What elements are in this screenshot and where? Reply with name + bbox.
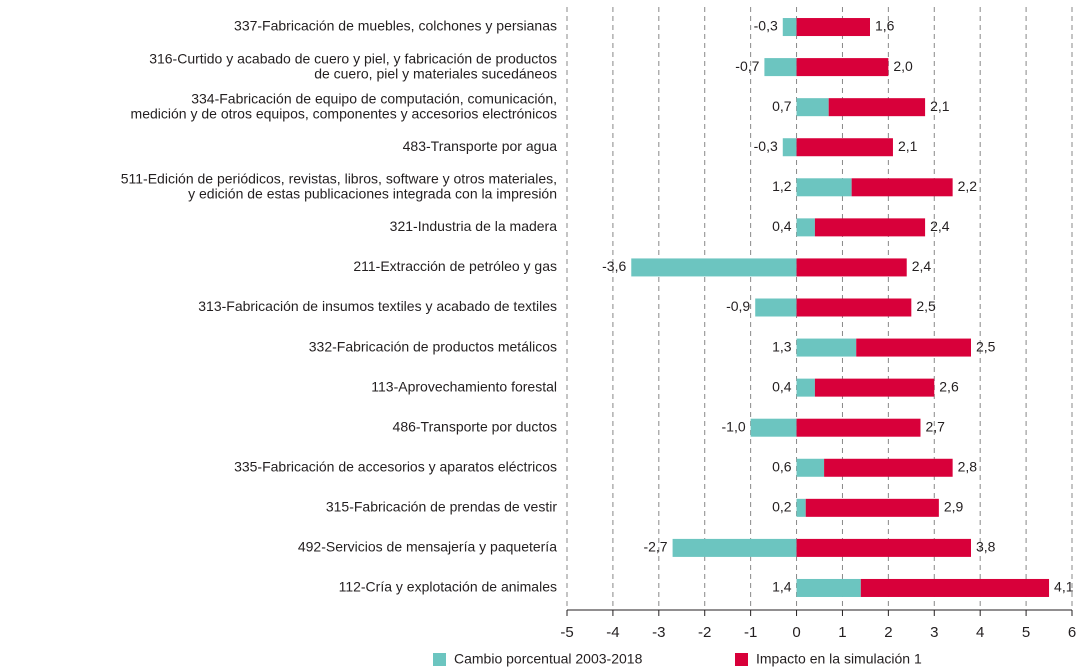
data-label: 2,8: [958, 458, 978, 474]
x-tick-label: 6: [1068, 624, 1076, 641]
x-tick-label: 1: [838, 624, 846, 641]
category-label: y edición de estas publicaciones integra…: [188, 186, 557, 202]
bar: [828, 98, 926, 117]
legend-label: Impacto en la simulación 1: [756, 651, 922, 667]
x-tick-label: 5: [1022, 624, 1030, 641]
x-tick-label: -2: [698, 624, 711, 641]
bar: [764, 58, 797, 77]
category-label: 316-Curtido y acabado de cuero y piel, y…: [149, 50, 557, 66]
category-label: medición y de otros equipos, componentes…: [131, 105, 557, 121]
data-label: 2,5: [916, 298, 936, 314]
data-label: 2,6: [939, 378, 959, 394]
bar: [796, 418, 921, 437]
bar: [814, 378, 935, 397]
legend-swatch: [433, 653, 446, 666]
data-label: 2,7: [926, 418, 946, 434]
x-tick-label: 0: [792, 624, 800, 641]
x-tick-label: 4: [976, 624, 984, 641]
bar: [631, 258, 797, 277]
data-label: 4,1: [1054, 579, 1074, 595]
x-tick-label: -1: [744, 624, 757, 641]
category-label: 492-Servicios de mensajería y paquetería: [298, 539, 557, 555]
bar: [814, 218, 926, 237]
legend-label: Cambio porcentual 2003-2018: [454, 651, 643, 667]
data-label: 0,2: [772, 499, 792, 515]
category-label: 315-Fabricación de prendas de vestir: [326, 499, 557, 515]
bar: [856, 338, 971, 357]
data-label: 0,4: [772, 218, 792, 234]
x-tick-label: 3: [930, 624, 938, 641]
data-label: 1,3: [772, 338, 792, 354]
data-label: 2,0: [893, 58, 913, 74]
category-label: 337-Fabricación de muebles, colchones y …: [234, 18, 557, 34]
bar: [782, 138, 797, 157]
data-label: 2,2: [958, 178, 978, 194]
bar: [796, 218, 815, 237]
bar: [750, 418, 797, 437]
bar: [672, 538, 797, 557]
data-label: 3,8: [976, 539, 996, 555]
category-label: 332-Fabricación de productos metálicos: [309, 338, 557, 354]
legend-swatch: [735, 653, 748, 666]
bar: [796, 98, 829, 117]
category-label: 113-Aprovechamiento forestal: [371, 378, 557, 394]
category-label: 511-Edición de periódicos, revistas, lib…: [121, 171, 557, 187]
bar: [796, 338, 857, 357]
bar: [824, 458, 953, 477]
bar: [796, 498, 806, 517]
data-label: -2,7: [643, 539, 667, 555]
bar: [796, 458, 825, 477]
category-label: 483-Transporte por agua: [403, 138, 558, 154]
bar: [796, 298, 912, 317]
data-label: -3,6: [602, 258, 626, 274]
bar: [796, 578, 861, 597]
bar: [782, 18, 797, 37]
data-label: 2,4: [930, 218, 950, 234]
data-label: -1,0: [722, 418, 746, 434]
category-label: 486-Transporte por ductos: [393, 418, 557, 434]
x-tick-label: -4: [606, 624, 619, 641]
x-tick-label: 2: [884, 624, 892, 641]
data-label: 0,4: [772, 378, 792, 394]
category-label: 112-Cría y explotación de animales: [339, 579, 557, 595]
data-label: -0,7: [735, 58, 759, 74]
bar: [796, 18, 870, 37]
bar: [796, 178, 852, 197]
category-label: 321-Industria de la madera: [390, 218, 558, 234]
data-label: 2,9: [944, 499, 964, 515]
bar: [796, 58, 889, 77]
category-label: 313-Fabricación de insumos textiles y ac…: [198, 298, 557, 314]
bar: [796, 258, 907, 277]
data-label: 1,2: [772, 178, 792, 194]
category-label: 211-Extracción de petróleo y gas: [353, 258, 557, 274]
x-tick-label: -5: [560, 624, 573, 641]
data-label: -0,3: [754, 18, 778, 34]
bar: [796, 538, 971, 557]
data-label: 0,7: [772, 98, 792, 114]
x-tick-label: -3: [652, 624, 665, 641]
data-label: 1,6: [875, 18, 895, 34]
data-label: 2,1: [898, 138, 918, 154]
data-label: -0,9: [726, 298, 750, 314]
bar: [796, 378, 815, 397]
data-label: -0,3: [754, 138, 778, 154]
data-label: 1,4: [772, 579, 792, 595]
data-label: 0,6: [772, 458, 792, 474]
bar: [860, 578, 1050, 597]
category-label: de cuero, piel y materiales sucedáneos: [314, 65, 557, 81]
bar: [805, 498, 939, 517]
bar: [755, 298, 797, 317]
category-label: 334-Fabricación de equipo de computación…: [191, 90, 557, 106]
data-label: 2,5: [976, 338, 996, 354]
bar: [851, 178, 953, 197]
data-label: 2,1: [930, 98, 950, 114]
bar: [796, 138, 893, 157]
category-label: 335-Fabricación de accesorios y aparatos…: [234, 458, 557, 474]
data-label: 2,4: [912, 258, 932, 274]
